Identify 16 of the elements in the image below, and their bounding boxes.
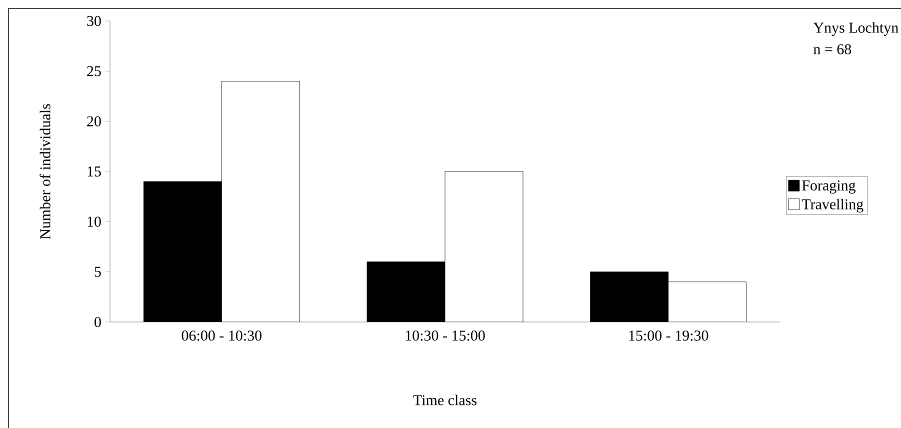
y-tick-label: 20 [87, 116, 101, 126]
x-tick-label: 06:00 - 10:30 [182, 330, 262, 341]
x-axis-title: Time class [413, 394, 476, 406]
y-tick-label: 0 [94, 316, 101, 328]
y-tick-label: 15 [88, 166, 101, 177]
y-tick-label: 5 [94, 266, 101, 277]
y-tick-label: 10 [88, 216, 101, 227]
text: Ynys Lochtyn [813, 22, 898, 36]
legend-label: Foraging [802, 180, 856, 194]
y-tick-label: 30 [87, 16, 101, 26]
y-axis-title: Number of individuals [40, 104, 50, 239]
legend-label: Travelling [802, 198, 864, 212]
x-tick-label: 15:00 - 19:30 [629, 330, 708, 341]
x-tick-label: 10:30 - 15:00 [406, 330, 485, 341]
text: n = 68 [814, 44, 852, 54]
y-tick-label: 25 [87, 66, 101, 76]
